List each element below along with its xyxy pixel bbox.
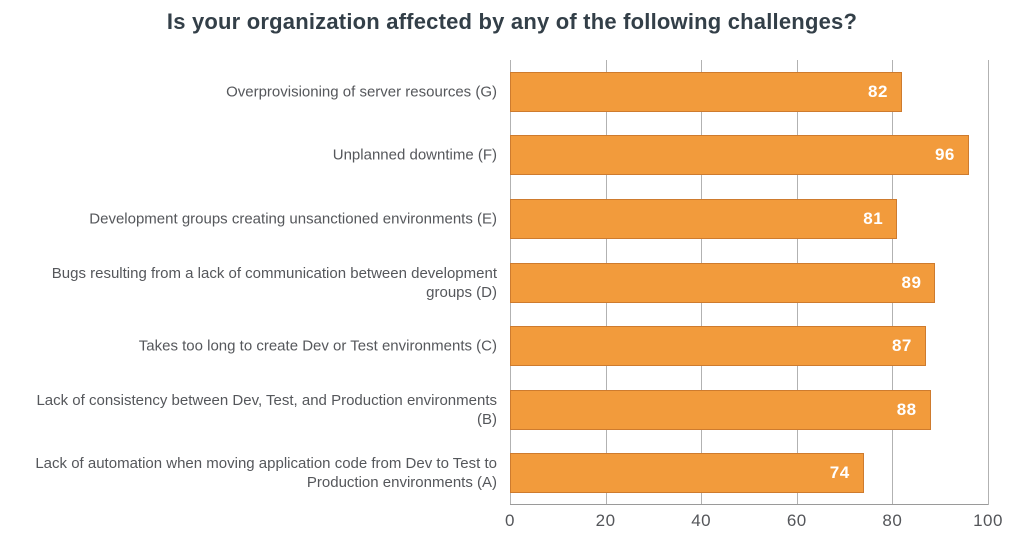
bar: 74 bbox=[510, 453, 864, 494]
bar-value-label: 82 bbox=[868, 81, 888, 101]
category-label: Unplanned downtime (F) bbox=[332, 146, 497, 164]
bar-value-label: 96 bbox=[934, 145, 955, 165]
category-label: Overprovisioning of server resources (G) bbox=[226, 83, 497, 101]
gridline bbox=[988, 60, 989, 505]
category-label: Development groups creating unsanctioned… bbox=[89, 210, 497, 228]
bar: 82 bbox=[510, 71, 902, 112]
bar: 81 bbox=[510, 198, 898, 239]
bar: 87 bbox=[510, 326, 926, 367]
x-tick-label: 60 bbox=[786, 511, 807, 530]
x-tick-label: 100 bbox=[973, 511, 1003, 530]
plot-area: 82 96 81 89 87 88 74 bbox=[510, 60, 989, 505]
category-label: Bugs resulting from a lack of communicat… bbox=[51, 264, 497, 301]
chart-title: Is your organization affected by any of … bbox=[166, 9, 858, 34]
bar-value-label: 89 bbox=[901, 272, 922, 292]
x-axis-line bbox=[510, 504, 988, 505]
x-tick-label: 0 bbox=[505, 511, 515, 530]
bar-value-label: 88 bbox=[896, 399, 917, 419]
bar: 96 bbox=[510, 135, 969, 176]
bar-value-label: 87 bbox=[891, 336, 912, 356]
bar: 88 bbox=[510, 389, 931, 430]
category-label: Takes too long to create Dev or Test env… bbox=[138, 337, 497, 355]
category-label: Lack of automation when moving applicati… bbox=[35, 455, 497, 492]
bar: 89 bbox=[510, 262, 936, 303]
x-tick-label: 20 bbox=[595, 511, 616, 530]
bar-value-label: 74 bbox=[829, 463, 850, 483]
x-tick-label: 40 bbox=[691, 511, 712, 530]
bar-value-label: 81 bbox=[863, 208, 884, 228]
category-label: Lack of consistency between Dev, Test, a… bbox=[36, 391, 497, 428]
x-tick-label: 80 bbox=[882, 511, 903, 530]
